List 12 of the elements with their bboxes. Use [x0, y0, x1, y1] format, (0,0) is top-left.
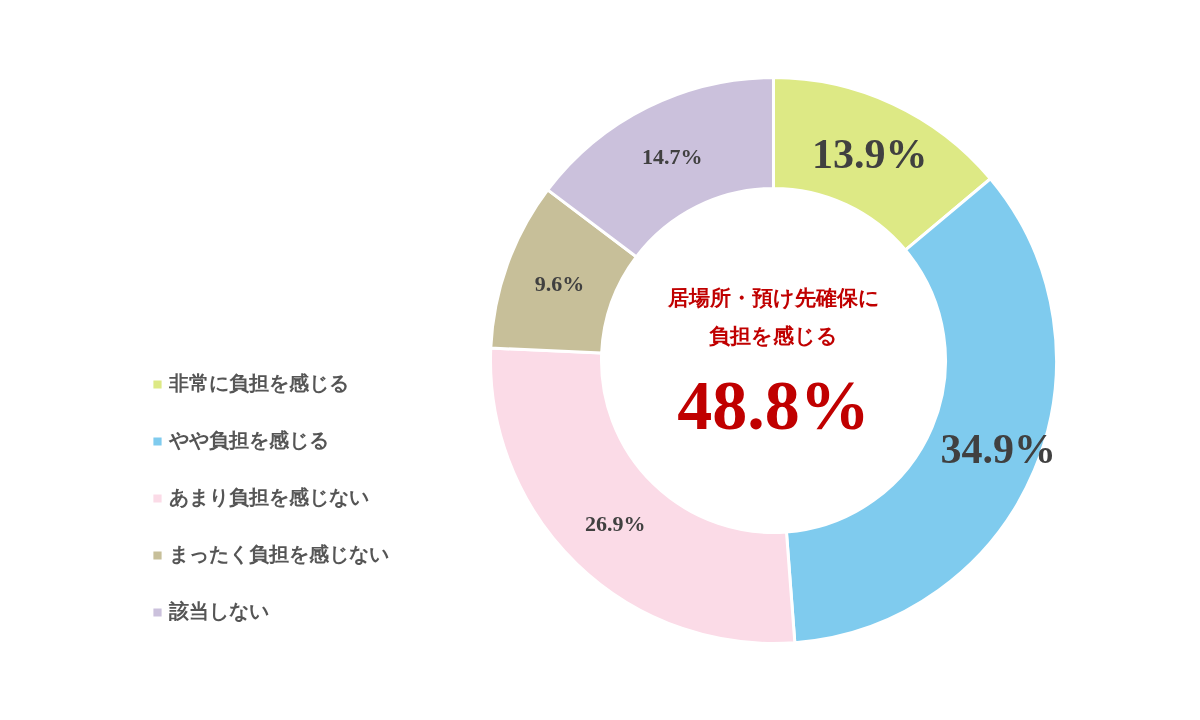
text: 居場所・預け先確保に: [666, 285, 880, 310]
legend-label: まったく負担を感じない: [169, 541, 389, 568]
data-label: 26.9%: [584, 511, 646, 537]
legend-label: やや負担を感じる: [169, 427, 329, 454]
text: 48.8%: [677, 367, 870, 444]
legend-label: 非常に負担を感じる: [169, 370, 349, 397]
data-label: 9.6%: [534, 270, 585, 296]
data-label: 14.7%: [641, 144, 703, 170]
data-label: 13.9%: [811, 131, 928, 178]
legend-label: あまり負担を感じない: [169, 484, 369, 511]
text: 負担を感じる: [709, 323, 838, 348]
legend-label: 該当しない: [169, 598, 269, 625]
